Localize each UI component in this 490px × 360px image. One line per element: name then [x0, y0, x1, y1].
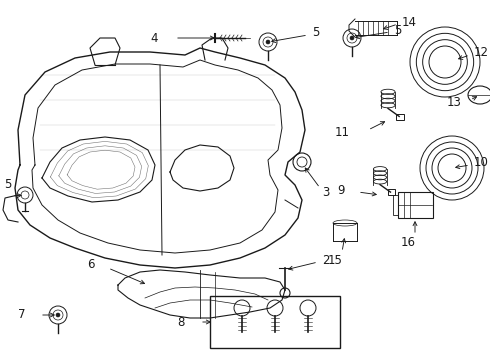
Text: 5: 5	[394, 23, 401, 36]
Text: 8: 8	[178, 315, 185, 328]
Circle shape	[266, 40, 270, 44]
Circle shape	[56, 313, 60, 317]
Bar	[398, 192, 433, 218]
Bar	[393, 195, 398, 215]
Text: 11: 11	[335, 126, 350, 139]
Text: 5: 5	[4, 179, 12, 192]
Text: 5: 5	[312, 27, 319, 40]
Bar	[210, 296, 340, 348]
Text: 4: 4	[150, 31, 158, 45]
Circle shape	[350, 36, 354, 40]
Text: 15: 15	[327, 253, 343, 266]
Text: 12: 12	[474, 46, 489, 59]
Text: 9: 9	[338, 184, 345, 197]
Text: 2: 2	[322, 253, 329, 266]
Text: 3: 3	[322, 185, 329, 198]
Text: 13: 13	[447, 95, 462, 108]
Text: 16: 16	[400, 235, 416, 248]
Text: 10: 10	[474, 157, 489, 170]
Text: 6: 6	[88, 257, 95, 270]
Text: 14: 14	[402, 15, 417, 28]
Bar	[388, 189, 395, 195]
Bar	[396, 113, 404, 120]
Text: 7: 7	[18, 309, 25, 321]
